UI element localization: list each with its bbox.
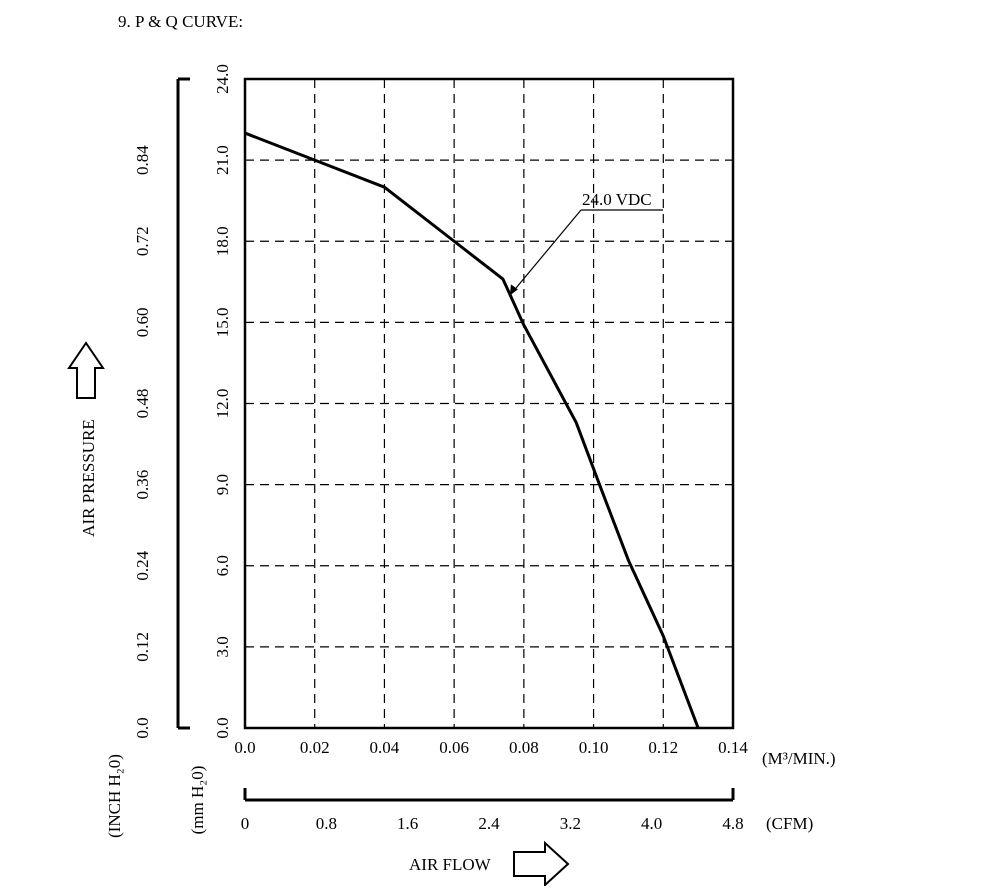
- series-line: [244, 131, 700, 729]
- x-tick-label: 0.02: [300, 738, 330, 757]
- series-leader-line: [509, 209, 582, 296]
- x-tick-label: 0.12: [648, 738, 678, 757]
- x2-tick-label: 0: [241, 814, 250, 833]
- x-unit-label: (M³/MIN.): [762, 749, 836, 768]
- y2-tick-label: 0.48: [133, 389, 152, 419]
- x-tick-label: 0.04: [370, 738, 400, 757]
- y-tick-label: 18.0: [213, 226, 232, 256]
- arrow-right-icon: [513, 840, 570, 888]
- y2-tick-label: 0.72: [133, 226, 152, 256]
- x2-tick-label: 4.8: [722, 814, 743, 833]
- y-tick-label: 15.0: [213, 308, 232, 338]
- x-tick-label: 0.10: [579, 738, 609, 757]
- x2-tick-label: 4.0: [641, 814, 662, 833]
- y-tick-label: 12.0: [213, 389, 232, 419]
- y-tick-label: 3.0: [213, 636, 232, 657]
- x2-tick-label: 2.4: [478, 814, 500, 833]
- series-leader-arrowhead: [509, 284, 518, 296]
- x2-tick-label: 3.2: [560, 814, 581, 833]
- y-tick-label: 24.0: [213, 64, 232, 94]
- plot-frame: [243, 77, 735, 730]
- y-tick-label: 0.0: [213, 717, 232, 738]
- section-heading: 9. P & Q CURVE:: [118, 12, 243, 31]
- y-unit-label: (mm H₂0): [188, 766, 207, 835]
- x-tick-label: 0.08: [509, 738, 539, 757]
- y-tick-label: 21.0: [213, 145, 232, 175]
- y-tick-label: 9.0: [213, 474, 232, 495]
- y2-tick-label: 0.24: [133, 550, 152, 580]
- x-axis-title: AIR FLOW: [409, 855, 492, 874]
- y2-tick-label: 0.0: [133, 717, 152, 738]
- y2-tick-label: 0.84: [133, 145, 152, 175]
- y-tick-label: 6.0: [213, 555, 232, 576]
- x-tick-label: 0.06: [439, 738, 469, 757]
- y2-tick-label: 0.36: [133, 470, 152, 500]
- x-tick-label: 0.14: [718, 738, 748, 757]
- x2-tick-label: 1.6: [397, 814, 418, 833]
- arrow-up-icon: [67, 341, 105, 399]
- x2-unit-label: (CFM): [766, 814, 813, 833]
- x2-tick-label: 0.8: [316, 814, 337, 833]
- x-tick-label: 0.0: [234, 738, 255, 757]
- y-axis-title: AIR PRESSURE: [79, 419, 98, 537]
- y2-tick-label: 0.60: [133, 308, 152, 338]
- y2-unit-label: (INCH H₂0): [105, 754, 124, 838]
- grid-lines: [245, 79, 733, 728]
- y2-tick-label: 0.12: [133, 632, 152, 662]
- series-label: 24.0 VDC: [582, 190, 652, 209]
